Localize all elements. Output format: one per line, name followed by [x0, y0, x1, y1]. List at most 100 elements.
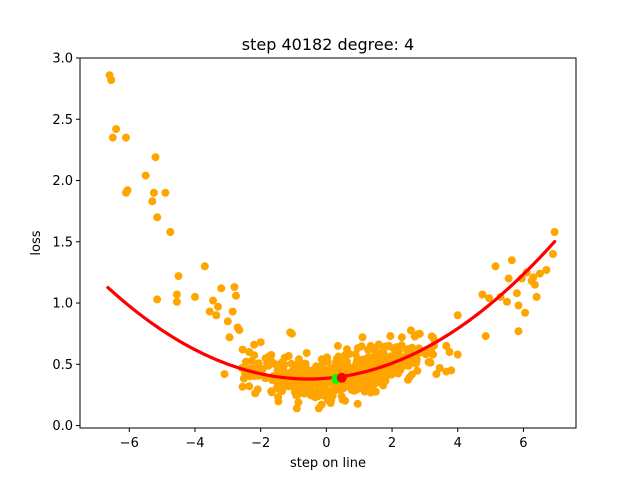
scatter-point: [406, 326, 415, 335]
scatter-point: [212, 311, 221, 320]
scatter-point: [235, 326, 244, 334]
scatter-point: [153, 213, 162, 222]
scatter-point: [358, 333, 367, 342]
scatter-point: [331, 385, 340, 394]
scatter-point: [200, 262, 209, 271]
scatter-point: [294, 398, 303, 407]
scatter-point: [371, 387, 380, 396]
scatter-point: [228, 307, 237, 316]
scatter-point: [404, 375, 412, 384]
scatter-point: [330, 364, 339, 373]
y-tick-label: 1.5: [52, 235, 73, 250]
scatter-point: [238, 345, 247, 354]
x-tick-label: −2: [251, 436, 270, 451]
scatter-point: [245, 348, 254, 356]
fit-curve: [106, 239, 557, 381]
scatter-point: [205, 307, 214, 316]
scatter-point: [245, 382, 254, 391]
scatter-point: [478, 290, 487, 299]
scatter-point: [351, 350, 360, 359]
scatter-point: [363, 376, 372, 384]
scatter-point: [261, 354, 270, 363]
scatter-point: [174, 272, 183, 281]
scatter-point: [241, 357, 250, 366]
scatter-point: [287, 329, 296, 338]
scatter-point: [413, 366, 422, 375]
scatter-point: [512, 289, 521, 298]
scatter-point: [220, 370, 229, 379]
scatter-point: [250, 340, 259, 349]
scatter-point: [258, 365, 267, 374]
scatter-point: [360, 382, 369, 391]
scatter-point: [378, 369, 387, 378]
scatter-point: [394, 346, 403, 355]
scatter-point: [148, 197, 157, 206]
scatter-point: [288, 367, 297, 376]
scatter-point: [149, 188, 158, 197]
scatter-point: [333, 341, 342, 350]
scatter-point: [550, 228, 559, 236]
scatter-point: [108, 133, 117, 142]
scatter-point: [151, 153, 160, 162]
scatter-point: [141, 171, 150, 180]
fit-minimum-marker: [336, 372, 347, 383]
scatter-point: [445, 348, 454, 356]
y-tick-label: 2.0: [52, 174, 73, 189]
x-tick-label: 0: [322, 436, 330, 451]
scatter-point: [339, 384, 348, 393]
scatter-point: [376, 377, 385, 385]
scatter-point: [292, 404, 301, 413]
scatter-point: [172, 297, 181, 306]
scatter-point: [328, 391, 337, 400]
scatter-point: [377, 351, 386, 360]
scatter-point: [402, 345, 411, 354]
scatter-point: [447, 366, 456, 375]
scatter-point: [319, 390, 328, 399]
scatter-point: [285, 382, 294, 391]
scatter-point: [386, 332, 395, 341]
x-tick-label: −6: [120, 436, 139, 451]
scatter-point: [225, 333, 234, 342]
y-tick-label: 1.0: [52, 297, 73, 312]
scatter-point: [425, 357, 434, 366]
scatter-point: [209, 296, 217, 305]
scatter-point: [271, 360, 280, 369]
scatter-point: [364, 355, 373, 364]
scatter-point: [535, 269, 544, 278]
scatter-point: [256, 338, 265, 347]
scatter-point: [453, 350, 462, 359]
scatter-point: [412, 355, 421, 364]
x-tick-label: 4: [454, 436, 462, 451]
scatter-point: [331, 358, 340, 367]
scatter-point: [549, 250, 557, 258]
scatter-point: [388, 367, 397, 376]
scatter-point: [352, 384, 361, 393]
x-axis-ticks: −6 −4 −2 0 2 4 6: [120, 428, 528, 451]
scatter-point: [107, 76, 116, 85]
scatter-point: [343, 345, 351, 354]
scatter-point: [112, 125, 121, 134]
scatter-point: [166, 228, 175, 236]
y-tick-label: 0.0: [52, 419, 73, 434]
scatter-point: [284, 352, 293, 360]
scatter-point: [191, 292, 199, 301]
scatter-point: [432, 370, 441, 379]
scatter-point: [507, 256, 516, 265]
scatter-point: [253, 385, 262, 394]
scatter-point: [312, 362, 321, 371]
scatter-point: [532, 292, 541, 301]
scatter-point: [230, 283, 239, 292]
scatter-point: [442, 341, 451, 350]
scatter-point: [514, 327, 523, 336]
x-axis-label: step on line: [290, 456, 366, 471]
scatter-point: [291, 360, 300, 369]
x-tick-label: −4: [185, 436, 204, 451]
scatter-point: [413, 330, 422, 339]
y-axis-ticks: 0.0 0.5 1.0 1.5 2.0 2.5 3.0: [52, 52, 80, 434]
scatter-point: [357, 361, 366, 370]
scatter-point: [279, 360, 288, 369]
scatter-point: [239, 374, 248, 383]
x-tick-label: 2: [388, 436, 396, 451]
scatter-point: [301, 388, 310, 396]
